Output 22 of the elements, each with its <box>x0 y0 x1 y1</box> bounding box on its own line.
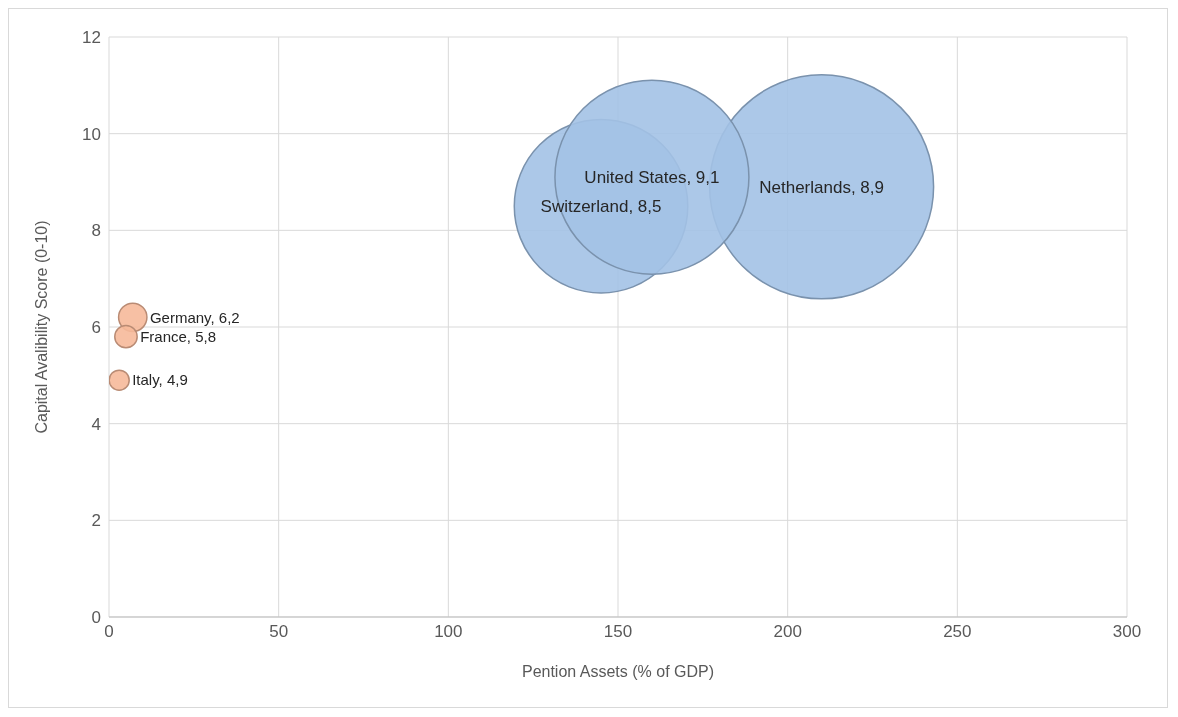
y-tick-label: 12 <box>82 28 101 48</box>
data-label: Italy, 4,9 <box>132 371 188 389</box>
data-label: Germany, 6,2 <box>149 308 240 326</box>
y-tick-label: 2 <box>91 511 101 531</box>
y-tick-label: 0 <box>91 608 101 628</box>
y-axis-title: Capital Avalibility Score (0-10) <box>32 220 50 434</box>
x-tick-label: 300 <box>1112 622 1142 642</box>
y-tick-label: 8 <box>91 221 101 241</box>
data-label: United States, 9,1 <box>584 168 720 188</box>
data-label: Switzerland, 8,5 <box>540 197 662 217</box>
y-tick-label: 6 <box>91 318 101 338</box>
x-tick-label: 250 <box>943 622 972 642</box>
x-tick-label: 150 <box>603 622 633 642</box>
y-tick-label: 4 <box>91 414 101 434</box>
x-axis-title: Pention Assets (% of GDP) <box>521 663 715 680</box>
data-label: France, 5,8 <box>140 327 217 345</box>
data-label: Netherlands, 8,9 <box>759 177 884 197</box>
y-tick-label: 10 <box>82 124 101 144</box>
x-tick-label: 200 <box>773 622 802 642</box>
x-tick-label: 50 <box>269 622 289 642</box>
x-tick-label: 0 <box>104 622 114 642</box>
x-tick-label: 100 <box>434 622 463 642</box>
